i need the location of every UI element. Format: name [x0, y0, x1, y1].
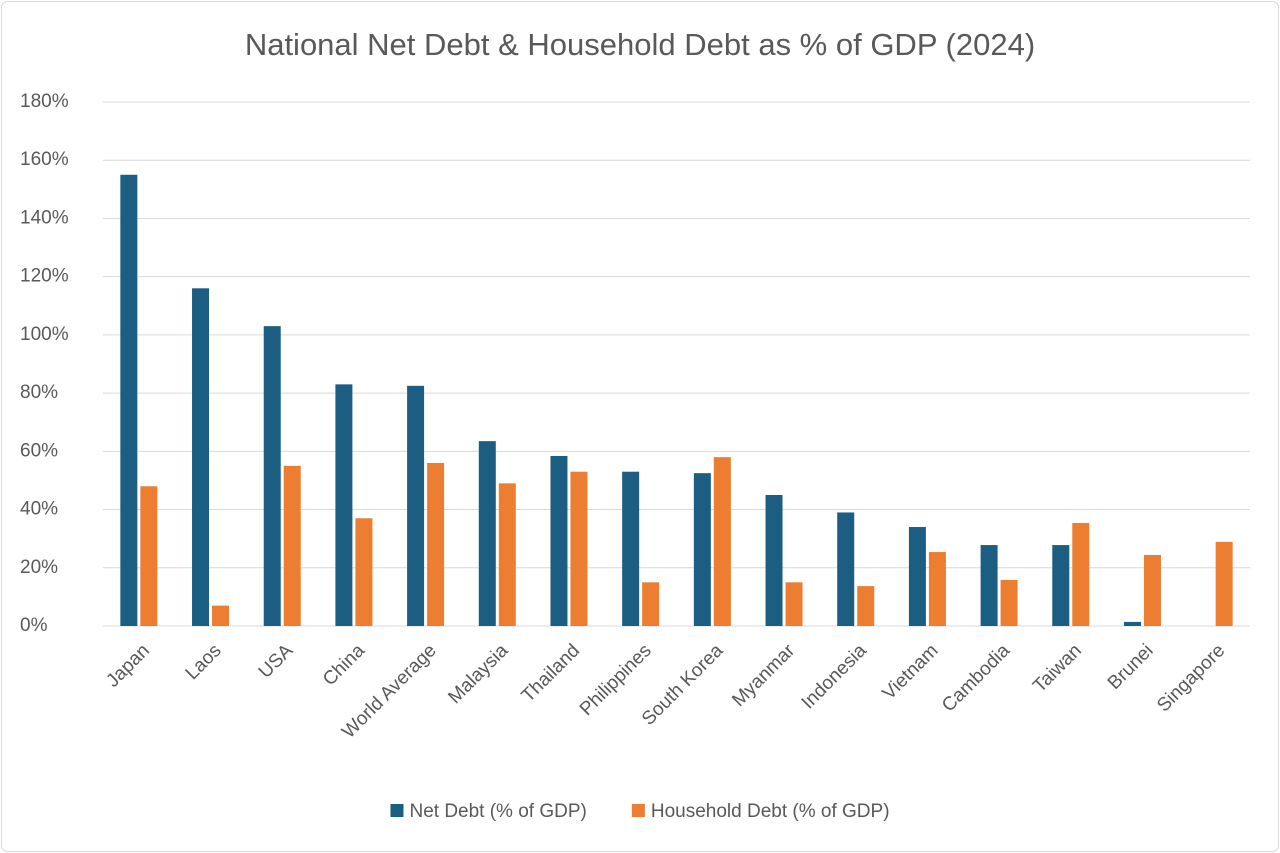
bar [427, 462, 445, 626]
bar [335, 384, 353, 626]
bar [1072, 522, 1090, 626]
bar [407, 385, 425, 626]
y-tick-label: 40% [20, 499, 58, 520]
bar [120, 174, 138, 626]
bar [622, 471, 640, 626]
y-tick-label: 60% [20, 440, 58, 461]
bar [140, 486, 158, 626]
bar [212, 605, 230, 626]
bar [570, 471, 588, 626]
legend-swatch [631, 804, 645, 817]
y-tick-label: 180% [20, 91, 69, 112]
bar [498, 483, 516, 626]
bar [1000, 580, 1018, 626]
bar [693, 473, 711, 626]
y-tick-label: 80% [20, 382, 58, 403]
bar [765, 495, 783, 626]
bar [478, 441, 496, 626]
y-tick-label: 100% [20, 324, 69, 345]
y-tick-label: 140% [20, 207, 69, 228]
bar [908, 527, 926, 626]
bar [1052, 545, 1070, 626]
bar [355, 518, 373, 626]
bar [1215, 541, 1233, 626]
bar [713, 457, 731, 626]
legend-swatch [390, 804, 404, 817]
bar [980, 545, 998, 626]
y-tick-label: 0% [20, 615, 48, 636]
y-tick-label: 120% [20, 266, 69, 287]
y-tick-label: 160% [20, 149, 69, 170]
legend-label: Net Debt (% of GDP) [409, 801, 586, 822]
bar [857, 586, 875, 626]
bar [1143, 554, 1161, 626]
bar [1123, 621, 1141, 626]
bar [928, 552, 946, 626]
bar [837, 512, 855, 626]
chart-title: National Net Debt & Household Debt as % … [245, 27, 1035, 62]
bar [283, 465, 301, 626]
bar [642, 582, 660, 626]
bar [263, 326, 281, 626]
bar [192, 288, 210, 626]
bar [785, 582, 803, 626]
legend-label: Household Debt (% of GDP) [651, 801, 890, 822]
y-tick-label: 20% [20, 557, 58, 578]
bar [550, 455, 568, 626]
